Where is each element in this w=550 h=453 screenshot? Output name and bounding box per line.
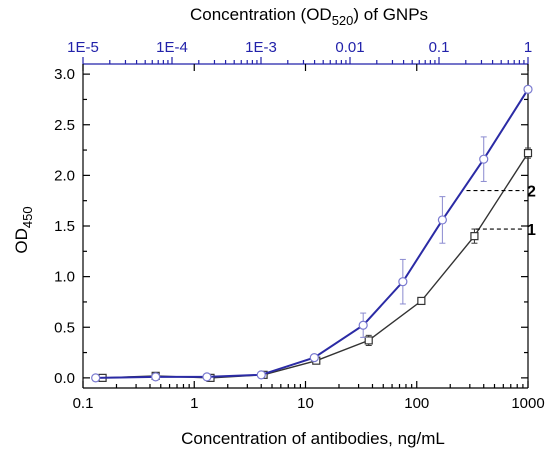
x2-tick-label: 1E-5 [67, 39, 99, 56]
y-tick-label: 2.0 [54, 167, 75, 184]
data-point [151, 372, 161, 382]
x2-tick-label: 1E-3 [245, 39, 277, 56]
x2-tick-label: 0.01 [335, 39, 364, 56]
data-point [202, 372, 212, 382]
series-layer [91, 84, 533, 383]
x-axis-title: Concentration of antibodies, ng/mL [181, 429, 445, 448]
data-point [470, 232, 479, 241]
axes: 0.1 1 10 100 1000 1E-5 1E-4 1E-3 0.01 0.1 1 0.0 0.5 1… [54, 39, 545, 412]
curve-label-2: 2 [527, 184, 536, 201]
y-tick-label: 1.5 [54, 218, 75, 235]
data-point [479, 154, 489, 164]
x2-tick-label: 1E-4 [156, 39, 188, 56]
y-tick-label: 1.0 [54, 269, 75, 286]
data-point [309, 353, 319, 363]
y-axis-title: OD450 [12, 206, 35, 253]
series-line [95, 88, 529, 379]
y-tick-label: 0.5 [54, 319, 75, 336]
x2-tick-label: 0.1 [429, 39, 450, 56]
y-tick-label: 3.0 [54, 66, 75, 83]
y-tick-label: 0.0 [54, 370, 75, 387]
annotations: 21 [466, 184, 536, 239]
y-tick-label: 2.5 [54, 117, 75, 134]
data-point [256, 370, 266, 380]
data-point [91, 373, 101, 383]
curve-label-1: 1 [527, 222, 536, 239]
x-tick-label: 100 [404, 395, 429, 412]
data-point [523, 84, 533, 94]
data-point [417, 296, 426, 306]
series-2 [91, 84, 533, 383]
x-tick-label: 1000 [511, 395, 544, 412]
data-point [523, 149, 533, 158]
data-point [398, 277, 408, 287]
data-point [437, 215, 447, 225]
x-tick-label: 0.1 [73, 395, 94, 412]
data-point [358, 320, 368, 330]
x2-tick-label: 1 [524, 39, 532, 56]
top-axis-title: Concentration (OD520) of GNPs [190, 5, 428, 28]
x-tick-label: 10 [297, 395, 314, 412]
x-tick-label: 1 [190, 395, 198, 412]
data-point [364, 336, 373, 345]
